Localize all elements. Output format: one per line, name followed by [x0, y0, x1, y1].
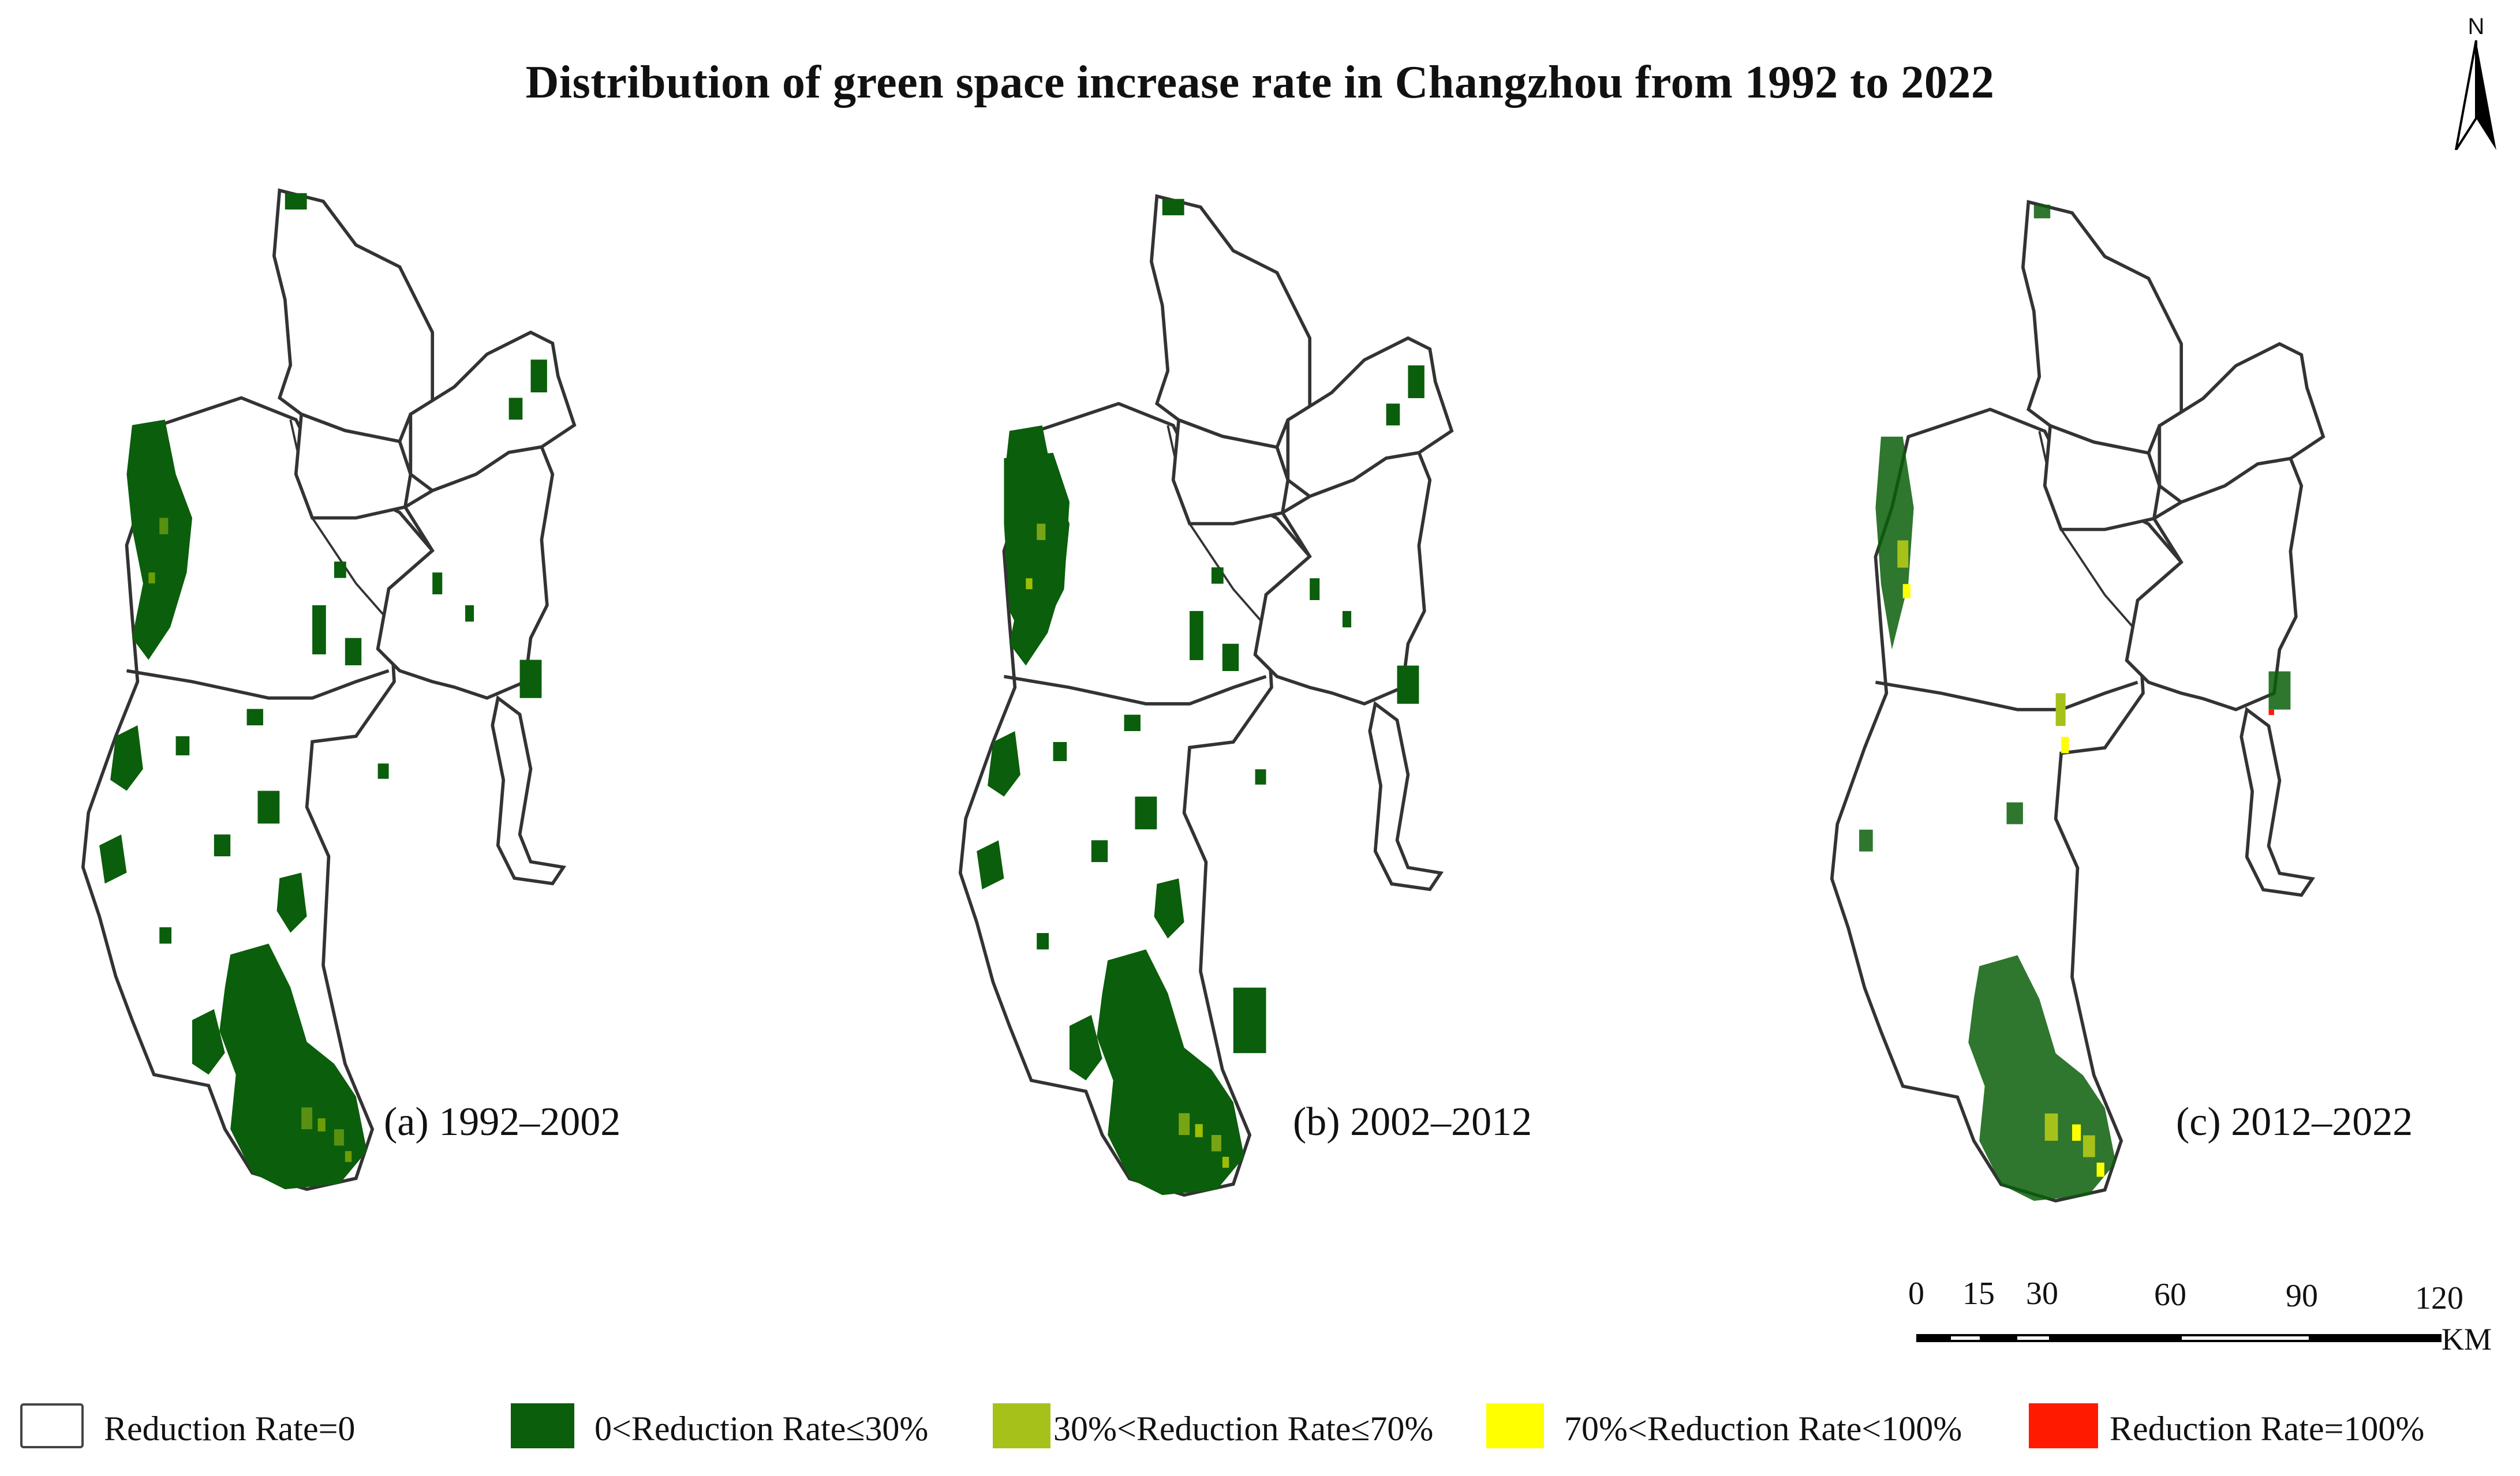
map-panel-a: [35, 190, 612, 1200]
scale-unit: KM: [2442, 1322, 2492, 1357]
legend-label: Reduction Rate=0: [104, 1410, 356, 1448]
legend-swatch: [511, 1403, 574, 1448]
scale-tick-label: 30: [2026, 1276, 2058, 1312]
legend-label: Reduction Rate=100%: [2110, 1410, 2425, 1448]
map-panel-c: [1784, 202, 2361, 1212]
scale-tick-label: 60: [2154, 1277, 2186, 1313]
scale-tick-label: 15: [1962, 1276, 1995, 1312]
legend-label: 30%<Reduction Rate≤70%: [1053, 1410, 1434, 1448]
panel-label-b: (b) 2002–2012: [1293, 1100, 1532, 1144]
scale-tick-label: 120: [2415, 1280, 2463, 1316]
map-title: Distribution of green space increase rat…: [525, 57, 1995, 108]
legend-swatch: [20, 1403, 84, 1448]
legend-swatch: [1486, 1403, 1544, 1448]
legend-label: 0<Reduction Rate≤30%: [595, 1410, 929, 1448]
scale-tick-label: 90: [2286, 1278, 2318, 1314]
north-letter: N: [2467, 14, 2485, 39]
legend: Reduction Rate=0 0<Reduction Rate≤30% 30…: [0, 1385, 2520, 1460]
panel-label-c: (c) 2012–2022: [2176, 1100, 2413, 1144]
legend-label: 70%<Reduction Rate<100%: [1564, 1410, 1962, 1448]
scale-bar-graphic: [1916, 1334, 2442, 1342]
north-arrow-icon: [2455, 40, 2496, 150]
panel-label-a: (a) 1992–2002: [384, 1100, 621, 1144]
legend-swatch: [993, 1403, 1050, 1448]
map-panel-b: [912, 196, 1489, 1206]
scale-bar: 0 15 30 60 90 120 KM: [1893, 1275, 2505, 1357]
scale-tick-label: 0: [1908, 1276, 1924, 1312]
legend-swatch: [2029, 1403, 2098, 1448]
